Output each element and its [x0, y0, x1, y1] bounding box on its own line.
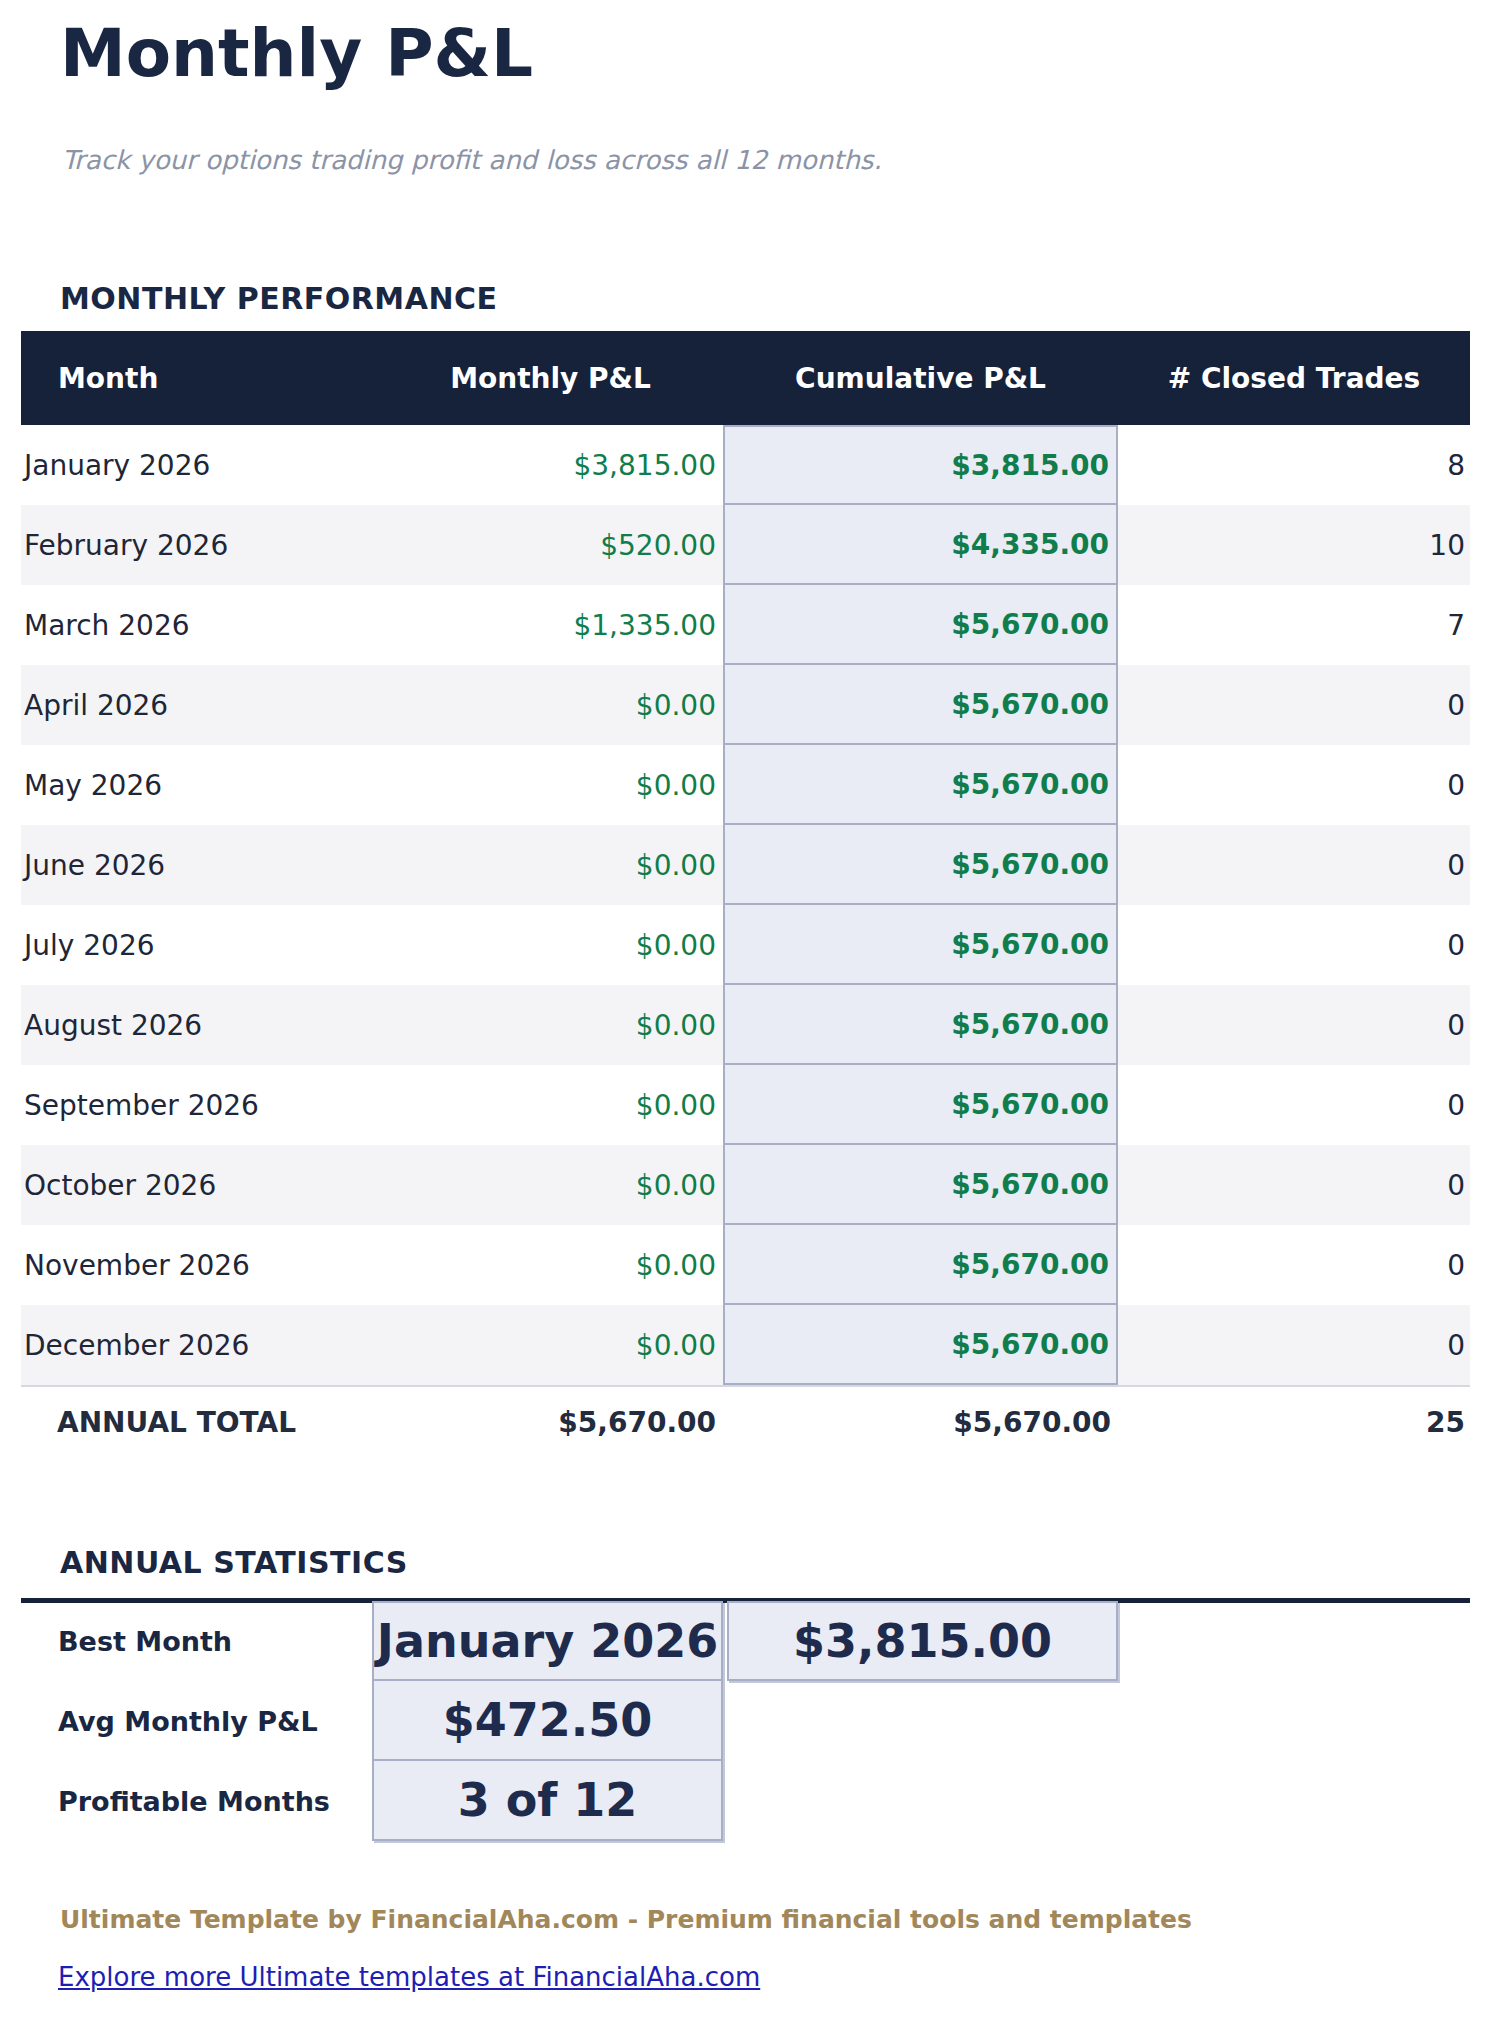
cumulative-pnl-cell: $5,670.00 [723, 1065, 1118, 1145]
table-row: May 2026 $0.00 $5,670.00 0 [21, 745, 1470, 825]
month-cell: October 2026 [21, 1145, 378, 1225]
table-row: February 2026 $520.00 $4,335.00 10 [21, 505, 1470, 585]
performance-table-footer: ANNUAL TOTAL $5,670.00 $5,670.00 25 [21, 1385, 1470, 1457]
cumulative-pnl-cell: $4,335.00 [723, 505, 1118, 585]
stat-row-best-month: Best Month January 2026 $3,815.00 [21, 1601, 1470, 1681]
month-cell: June 2026 [21, 825, 378, 905]
annual-total-label: ANNUAL TOTAL [21, 1385, 378, 1457]
best-month-amount-box: $3,815.00 [727, 1601, 1118, 1681]
monthly-pnl-cell: $0.00 [378, 665, 723, 745]
monthly-pnl-cell: $0.00 [378, 1145, 723, 1225]
table-row: June 2026 $0.00 $5,670.00 0 [21, 825, 1470, 905]
header-row: Month Monthly P&L Cumulative P&L # Close… [21, 331, 1470, 425]
month-cell: May 2026 [21, 745, 378, 825]
cumulative-pnl-cell: $5,670.00 [723, 665, 1118, 745]
monthly-pnl-cell: $0.00 [378, 985, 723, 1065]
closed-trades-cell: 10 [1118, 505, 1470, 585]
column-header-cumulative-pnl: Cumulative P&L [723, 331, 1118, 425]
footer-explore-link[interactable]: Explore more Ultimate templates at Finan… [58, 1961, 760, 1993]
closed-trades-cell: 0 [1118, 1305, 1470, 1385]
avg-monthly-pnl-label: Avg Monthly P&L [21, 1681, 372, 1761]
cumulative-pnl-cell: $5,670.00 [723, 745, 1118, 825]
column-header-monthly-pnl: Monthly P&L [378, 331, 723, 425]
closed-trades-cell: 0 [1118, 905, 1470, 985]
column-header-month: Month [21, 331, 378, 425]
closed-trades-cell: 0 [1118, 745, 1470, 825]
monthly-pnl-cell: $1,335.00 [378, 585, 723, 665]
monthly-pnl-cell: $0.00 [378, 825, 723, 905]
annual-total-monthly-pnl: $5,670.00 [378, 1385, 723, 1457]
cumulative-pnl-cell: $5,670.00 [723, 825, 1118, 905]
cumulative-pnl-cell: $5,670.00 [723, 585, 1118, 665]
closed-trades-cell: 0 [1118, 665, 1470, 745]
annual-total-row: ANNUAL TOTAL $5,670.00 $5,670.00 25 [21, 1385, 1470, 1457]
month-cell: July 2026 [21, 905, 378, 985]
monthly-pnl-cell: $3,815.00 [378, 425, 723, 505]
annual-total-cumulative-pnl: $5,670.00 [723, 1385, 1118, 1457]
cumulative-pnl-cell: $5,670.00 [723, 905, 1118, 985]
month-cell: February 2026 [21, 505, 378, 585]
cumulative-pnl-cell: $5,670.00 [723, 1305, 1118, 1385]
stat-row-profitable-months: Profitable Months 3 of 12 [21, 1761, 1470, 1841]
annual-total-closed-trades: 25 [1118, 1385, 1470, 1457]
month-cell: August 2026 [21, 985, 378, 1065]
closed-trades-cell: 0 [1118, 1065, 1470, 1145]
cumulative-pnl-cell: $5,670.00 [723, 1225, 1118, 1305]
table-row: July 2026 $0.00 $5,670.00 0 [21, 905, 1470, 985]
table-row: January 2026 $3,815.00 $3,815.00 8 [21, 425, 1470, 505]
performance-table-body: January 2026 $3,815.00 $3,815.00 8 Febru… [21, 425, 1470, 1385]
page-subtitle: Track your options trading profit and lo… [62, 143, 1489, 177]
table-row: April 2026 $0.00 $5,670.00 0 [21, 665, 1470, 745]
closed-trades-cell: 0 [1118, 985, 1470, 1065]
stat-row-avg-monthly-pnl: Avg Monthly P&L $472.50 [21, 1681, 1470, 1761]
month-cell: November 2026 [21, 1225, 378, 1305]
best-month-value-box: January 2026 [372, 1601, 723, 1681]
month-cell: December 2026 [21, 1305, 378, 1385]
performance-table: Month Monthly P&L Cumulative P&L # Close… [21, 331, 1470, 1457]
cumulative-pnl-cell: $5,670.00 [723, 985, 1118, 1065]
monthly-performance-heading: MONTHLY PERFORMANCE [60, 281, 1489, 317]
closed-trades-cell: 0 [1118, 1145, 1470, 1225]
table-row: October 2026 $0.00 $5,670.00 0 [21, 1145, 1470, 1225]
monthly-pnl-cell: $0.00 [378, 1305, 723, 1385]
monthly-pnl-cell: $0.00 [378, 1225, 723, 1305]
month-cell: March 2026 [21, 585, 378, 665]
monthly-pnl-cell: $0.00 [378, 1065, 723, 1145]
month-cell: January 2026 [21, 425, 378, 505]
avg-monthly-pnl-value-box: $472.50 [372, 1679, 723, 1761]
month-cell: September 2026 [21, 1065, 378, 1145]
closed-trades-cell: 0 [1118, 825, 1470, 905]
cumulative-pnl-cell: $3,815.00 [723, 425, 1118, 505]
monthly-pnl-cell: $0.00 [378, 905, 723, 985]
table-row: March 2026 $1,335.00 $5,670.00 7 [21, 585, 1470, 665]
performance-table-header: Month Monthly P&L Cumulative P&L # Close… [21, 331, 1470, 425]
profitable-months-label: Profitable Months [21, 1761, 372, 1841]
annual-statistics-heading: ANNUAL STATISTICS [60, 1545, 1489, 1581]
table-row: December 2026 $0.00 $5,670.00 0 [21, 1305, 1470, 1385]
table-row: November 2026 $0.00 $5,670.00 0 [21, 1225, 1470, 1305]
closed-trades-cell: 7 [1118, 585, 1470, 665]
month-cell: April 2026 [21, 665, 378, 745]
annual-statistics: Best Month January 2026 $3,815.00 Avg Mo… [21, 1601, 1470, 1841]
table-row: September 2026 $0.00 $5,670.00 0 [21, 1065, 1470, 1145]
cumulative-pnl-cell: $5,670.00 [723, 1145, 1118, 1225]
monthly-pnl-cell: $0.00 [378, 745, 723, 825]
profitable-months-value-box: 3 of 12 [372, 1759, 723, 1841]
page-title: Monthly P&L [60, 14, 1489, 93]
monthly-pnl-cell: $520.00 [378, 505, 723, 585]
closed-trades-cell: 0 [1118, 1225, 1470, 1305]
best-month-label: Best Month [21, 1601, 372, 1681]
footer-branding: Ultimate Template by FinancialAha.com - … [60, 1905, 1489, 1935]
table-row: August 2026 $0.00 $5,670.00 0 [21, 985, 1470, 1065]
column-header-closed-trades: # Closed Trades [1118, 331, 1470, 425]
closed-trades-cell: 8 [1118, 425, 1470, 505]
